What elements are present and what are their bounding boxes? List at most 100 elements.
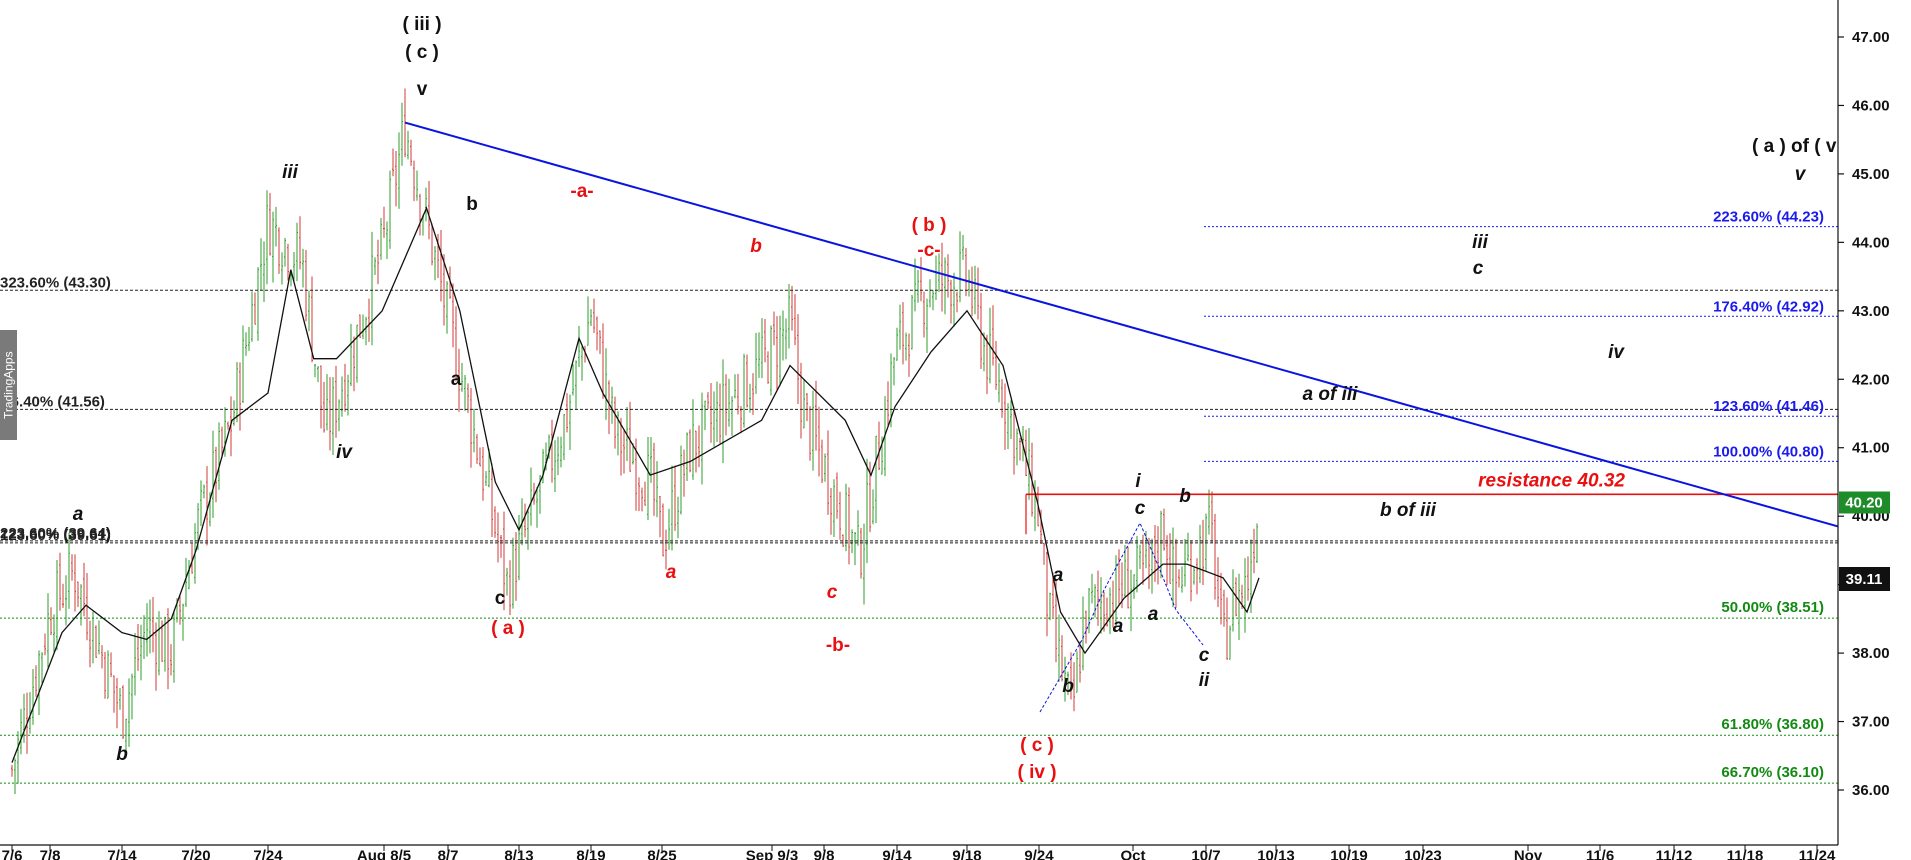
last-price-label: 40.20	[1845, 494, 1883, 511]
fib-label-blue: 223.60% (44.23)	[1713, 209, 1824, 226]
wave-label-red: ( c )	[1020, 735, 1054, 756]
fib-label-blue: 176.40% (42.92)	[1713, 298, 1824, 315]
x-tick-label: 9/18	[952, 847, 981, 860]
x-tick-label: 11/18	[1727, 847, 1764, 860]
fib-label-left: 176.40% (41.56)	[0, 393, 105, 410]
wave-label-red: ( b )	[912, 215, 947, 236]
x-tick-label: 7/8	[40, 847, 61, 860]
x-tick-label: 8/25	[647, 847, 676, 860]
wave-label-black: c	[1473, 258, 1484, 279]
x-tick-label: Nov	[1514, 847, 1543, 860]
wave-label-red: a	[666, 562, 677, 583]
x-tick-label: 10/13	[1257, 847, 1295, 860]
x-tick-label: 9/24	[1024, 847, 1054, 860]
y-tick-label: 45.00	[1852, 166, 1890, 183]
wave-label-red: -a-	[570, 181, 593, 202]
x-tick-label: 10/19	[1330, 847, 1368, 860]
wave-label-red: b	[750, 236, 762, 257]
x-tick-label: 9/8	[814, 847, 835, 860]
wave-label-black: i	[1135, 471, 1141, 492]
x-tick-label: 10/23	[1404, 847, 1442, 860]
wave-label-red: -c-	[917, 240, 940, 261]
y-tick-label: 37.00	[1852, 714, 1890, 731]
x-tick-label: 8/7	[438, 847, 459, 860]
fib-label-left: 323.60% (43.30)	[0, 274, 111, 291]
candles-layer	[11, 88, 1258, 794]
y-tick-label: 42.00	[1852, 371, 1890, 388]
y-tick-label: 36.00	[1852, 782, 1890, 799]
fib-label-green: 50.00% (38.51)	[1721, 599, 1824, 616]
x-tick-label: 10/7	[1191, 847, 1220, 860]
y-tick-label: 46.00	[1852, 97, 1890, 114]
wave-label-black: b	[116, 744, 128, 765]
wave-label-black: ii	[1199, 670, 1210, 691]
wave-label-black: a	[1113, 616, 1124, 637]
wave-label-black: a	[1148, 604, 1159, 625]
wave-label-black: iv	[336, 442, 353, 463]
wave-labels-layer: ( iii )( c )viiiivbacabicbaaabciiiiiciv(…	[73, 14, 1837, 783]
x-tick-label: Sep 9/3	[746, 847, 799, 860]
moving-average-layer	[11, 206, 1260, 763]
x-tick-label: Aug 8/5	[357, 847, 411, 860]
y-tick-label: 38.00	[1852, 645, 1890, 662]
y-tick-label: 44.00	[1852, 234, 1890, 251]
x-tick-label: 9/14	[882, 847, 912, 860]
x-tick-label: 8/19	[576, 847, 605, 860]
fib-label-green: 66.70% (36.10)	[1721, 764, 1824, 781]
wave-label-black: a	[451, 369, 462, 390]
x-tick-label: Oct	[1120, 847, 1145, 860]
wave-label-black: b	[466, 194, 478, 215]
watermark: TradingApps	[0, 330, 17, 440]
wave-label-red: ( a )	[491, 618, 525, 639]
wave-label-black: a of iii	[1303, 384, 1359, 405]
x-axis-ticks: 7/6 7/8 7/14 7/20 7/24 Aug 8/5 8/7 8/13 8/19 8/25…	[2, 845, 1836, 860]
x-tick-label: 7/6	[2, 847, 23, 860]
ma-value-badge	[1839, 567, 1890, 591]
wave-label-black: c	[1135, 498, 1146, 519]
wave-label-red: -b-	[826, 635, 850, 656]
wave-label-black: v	[1795, 164, 1807, 185]
y-tick-label: 41.00	[1852, 440, 1890, 457]
x-tick-label: 8/13	[504, 847, 533, 860]
x-tick-label: 11/24	[1799, 847, 1836, 860]
x-tick-label: 11/6	[1586, 847, 1614, 860]
x-tick-label: 7/24	[253, 847, 283, 860]
y-tick-label: 47.00	[1852, 29, 1890, 46]
wave-label-red: c	[827, 582, 838, 603]
wave-label-black: b of iii	[1380, 500, 1437, 521]
fib-label-blue: 123.60% (41.46)	[1713, 398, 1824, 415]
wave-label-black: a	[1053, 565, 1064, 586]
wave-label-black: c	[495, 588, 506, 609]
wave-label-black: b	[1062, 676, 1074, 697]
wave-label-black: ( iii )	[402, 14, 441, 35]
wave-label-black: b	[1179, 486, 1191, 507]
last-price-badge	[1839, 491, 1890, 514]
x-tick-label: 11/12	[1656, 847, 1693, 860]
wave-label-black: ( c )	[405, 42, 439, 63]
y-tick-label: 43.00	[1852, 303, 1890, 320]
fib-label-left: 223.60% (39.64)	[0, 525, 111, 542]
moving-average-line	[11, 206, 1260, 763]
ma-value-label: 39.11	[1846, 571, 1883, 588]
fib-lines-layer	[0, 226, 1838, 784]
wave-label-red: ( iv )	[1017, 762, 1056, 783]
trendline	[404, 121, 1839, 528]
fib-label-green: 61.80% (36.80)	[1721, 716, 1824, 733]
fib-label-left: 123.60% (39.61)	[0, 527, 111, 544]
price-badges: 40.20 39.11	[1839, 491, 1890, 591]
wave-label-black: ( a ) of ( v	[1752, 136, 1837, 157]
resistance-label: resistance 40.32	[1478, 470, 1625, 491]
wave-label-black: c	[1199, 645, 1210, 666]
wave-label-black: a	[73, 504, 84, 525]
fib-labels-layer: 323.60% (43.30) 176.40% (41.56) 223.60% (3…	[0, 209, 1824, 782]
fib-label-blue: 100.00% (40.80)	[1713, 443, 1824, 460]
x-tick-label: 7/20	[181, 847, 210, 860]
trendline-layer	[404, 121, 1839, 713]
x-tick-label: 7/14	[107, 847, 137, 860]
wave-label-black: iii	[1472, 232, 1489, 253]
wave-label-black: v	[417, 79, 428, 100]
wave-label-black: iii	[282, 162, 299, 183]
wave-label-black: iv	[1608, 342, 1625, 363]
